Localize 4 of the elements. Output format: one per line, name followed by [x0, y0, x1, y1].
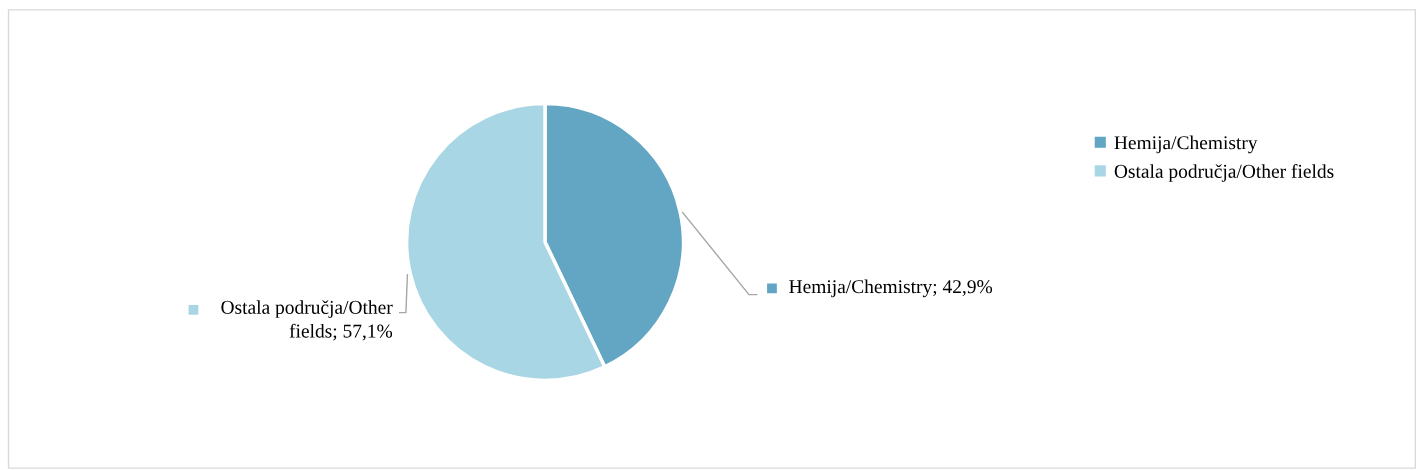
legend-label: Ostala područja/Other fields: [1114, 164, 1334, 182]
data-label: Hemija/Chemistry; 42,9%: [789, 279, 993, 298]
data-label: Ostala područja/Other fields; 57,1%: [221, 300, 393, 341]
legend-label: Hemija/Chemistry: [1114, 135, 1258, 154]
